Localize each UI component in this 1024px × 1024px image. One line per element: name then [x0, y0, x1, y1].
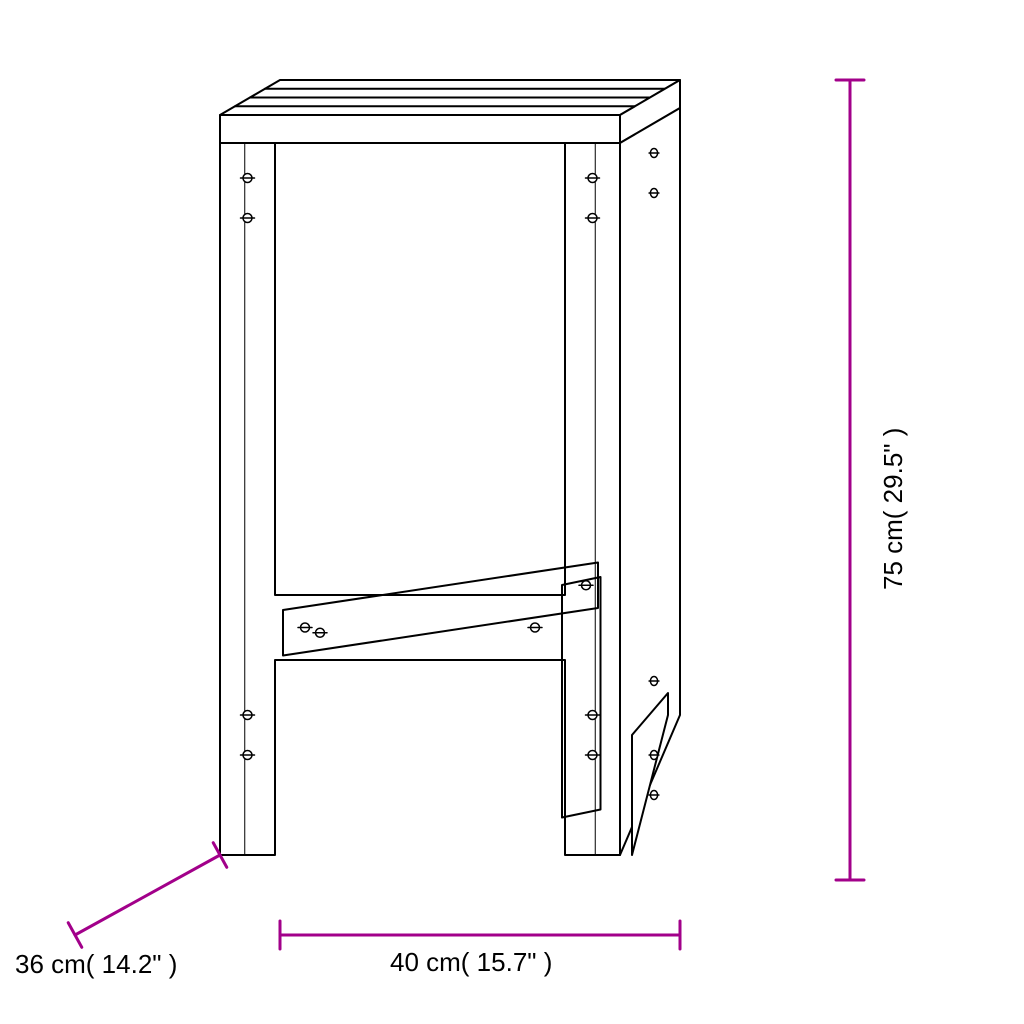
dimension-width-label: 40 cm( 15.7" )	[390, 947, 552, 978]
dimension-depth-label: 36 cm( 14.2" )	[15, 949, 177, 980]
dimension-height-label: 75 cm( 29.5" )	[878, 428, 909, 590]
diagram-canvas: 75 cm( 29.5" ) 40 cm( 15.7" ) 36 cm( 14.…	[0, 0, 1024, 1024]
stool-drawing	[0, 0, 1024, 1024]
